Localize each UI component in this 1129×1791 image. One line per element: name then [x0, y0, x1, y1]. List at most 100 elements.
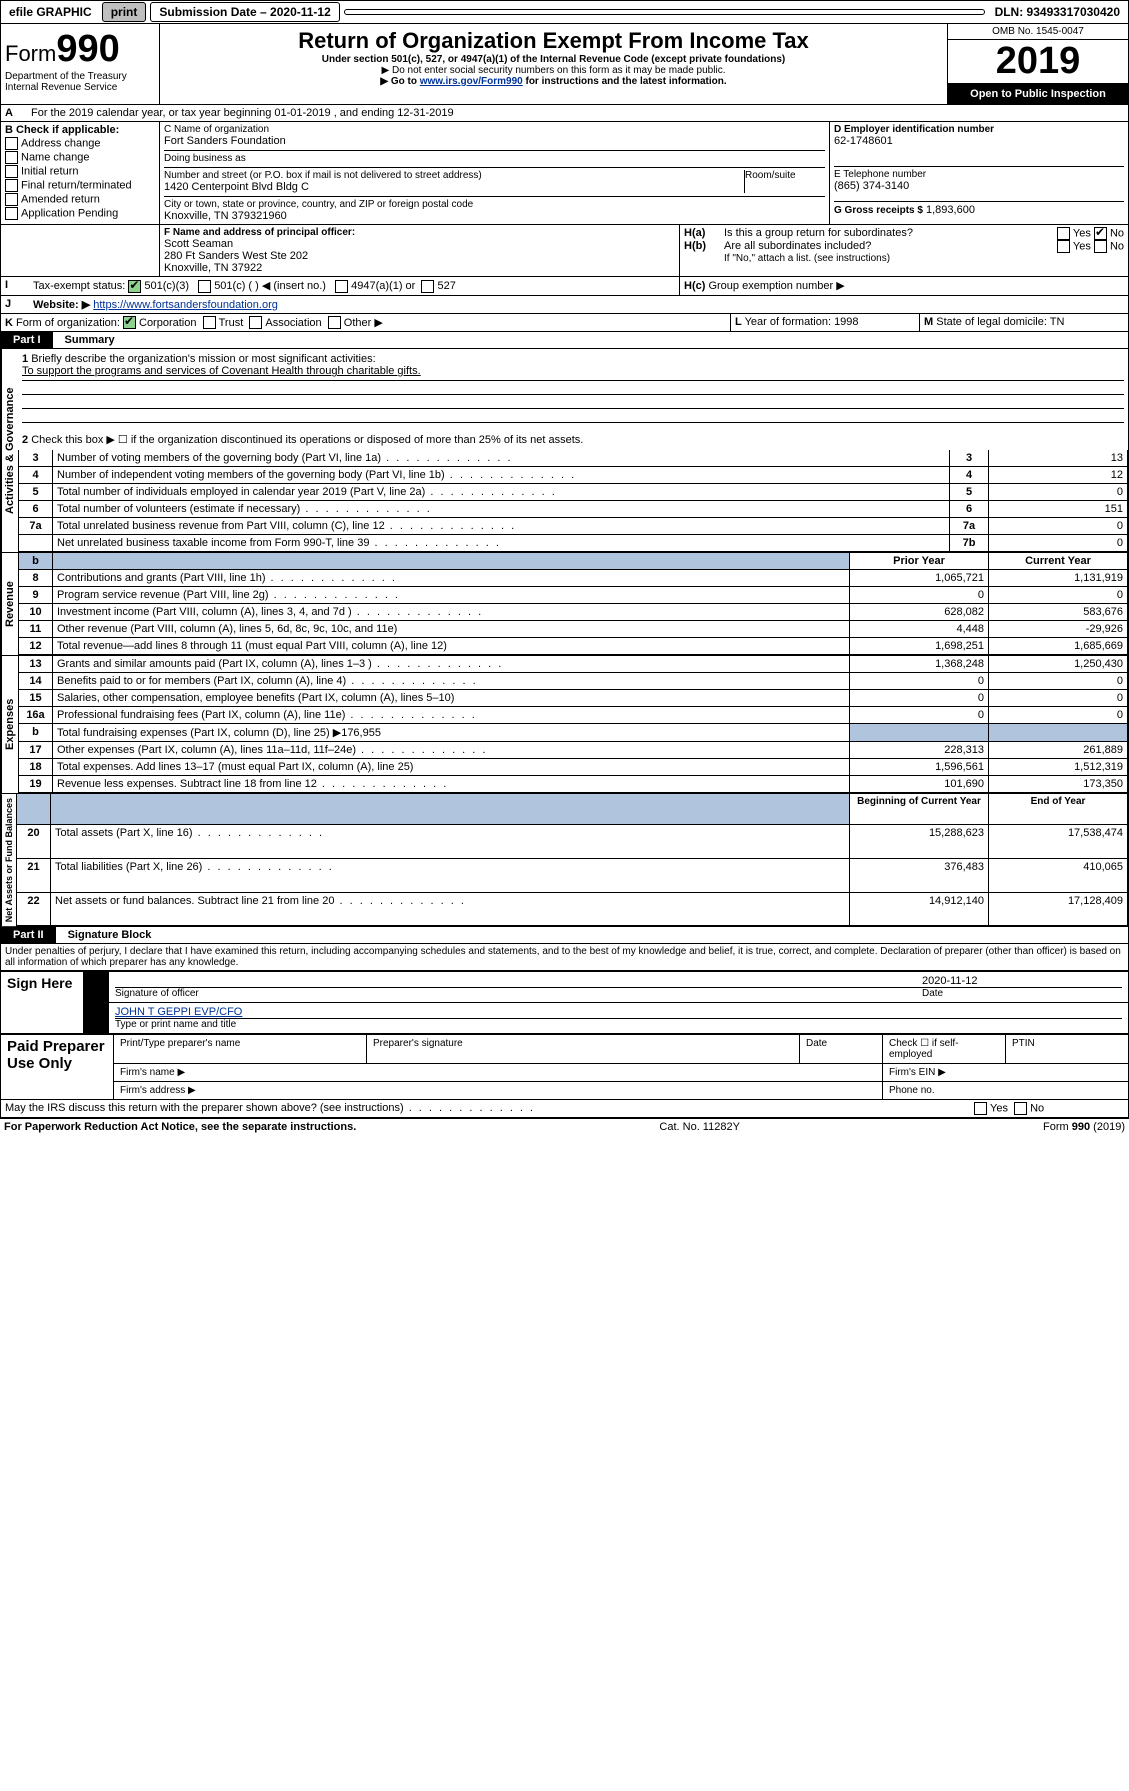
b-item-0: Address change: [21, 137, 101, 149]
l3-text: Number of voting members of the governin…: [53, 450, 950, 467]
e16a-prior: 0: [850, 707, 989, 724]
sig-date-val: 2020-11-12: [922, 975, 1122, 987]
f-label: F Name and address of principal officer:: [164, 227, 675, 238]
cb-501c[interactable]: [198, 280, 211, 293]
part2-label: Part II: [1, 927, 56, 943]
cb-name-change[interactable]: [5, 151, 18, 164]
n20-prior: 15,288,623: [850, 825, 989, 859]
mission-text: To support the programs and services of …: [22, 365, 421, 377]
gross-receipts: G Gross receipts $ 1,893,600: [834, 204, 1124, 216]
website-link[interactable]: https://www.fortsandersfoundation.org: [93, 299, 278, 311]
cb-4947[interactable]: [335, 280, 348, 293]
firm-phone: Phone no.: [883, 1082, 1129, 1100]
k-o3: Association: [265, 317, 321, 329]
firm-ein: Firm's EIN ▶: [883, 1064, 1129, 1082]
k-o2: Trust: [219, 317, 244, 329]
n22-prior: 14,912,140: [850, 892, 989, 926]
e-label: E Telephone number: [834, 169, 1124, 180]
cb-501c3[interactable]: [128, 280, 141, 293]
spacer: [344, 9, 985, 15]
ha-label: H(a): [684, 227, 724, 240]
prep-ptin-hdr: PTIN: [1006, 1035, 1129, 1064]
firm-name: Firm's name ▶: [114, 1064, 883, 1082]
l7a-val: 0: [989, 518, 1128, 535]
note2-post: for instructions and the latest informat…: [523, 76, 727, 87]
r9-curr: 0: [989, 587, 1128, 604]
form990-link[interactable]: www.irs.gov/Form990: [420, 76, 523, 87]
cb-initial-return[interactable]: [5, 165, 18, 178]
line-a: A For the 2019 calendar year, or tax yea…: [0, 105, 1129, 122]
e13-text: Grants and similar amounts paid (Part IX…: [53, 656, 850, 673]
l7a-box: 7a: [950, 518, 989, 535]
m-value: TN: [1050, 316, 1065, 328]
hc-text: Group exemption number ▶: [708, 280, 844, 292]
r8-text: Contributions and grants (Part VIII, lin…: [53, 570, 850, 587]
cb-app-pending[interactable]: [5, 207, 18, 220]
r9-text: Program service revenue (Part VIII, line…: [53, 587, 850, 604]
hb-label: H(b): [684, 240, 724, 253]
cb-final-return[interactable]: [5, 179, 18, 192]
cb-ha-yes[interactable]: [1057, 227, 1070, 240]
dept: Department of the Treasury: [5, 71, 155, 82]
cb-ha-no[interactable]: [1094, 227, 1107, 240]
k-o4: Other ▶: [344, 317, 383, 329]
cb-amended[interactable]: [5, 193, 18, 206]
note2-pre: ▶ Go to: [380, 76, 419, 87]
e13-curr: 1,250,430: [989, 656, 1128, 673]
e16b-curr: [989, 724, 1128, 742]
cb-trust[interactable]: [203, 316, 216, 329]
hdr-end: End of Year: [989, 794, 1128, 825]
l7b-val: 0: [989, 535, 1128, 552]
cb-discuss-no[interactable]: [1014, 1102, 1027, 1115]
l4-text: Number of independent voting members of …: [53, 467, 950, 484]
hc-label: H(c): [684, 280, 705, 292]
part1-label: Part I: [1, 332, 53, 348]
no-2: No: [1110, 240, 1124, 252]
l3-val: 13: [989, 450, 1128, 467]
e18-text: Total expenses. Add lines 13–17 (must eq…: [53, 759, 850, 776]
hb-text: Are all subordinates included?: [724, 240, 1057, 253]
l6-box: 6: [950, 501, 989, 518]
cat-no: Cat. No. 11282Y: [659, 1121, 740, 1133]
d-label: D Employer identification number: [834, 124, 1124, 135]
part1-bar: Part I Summary: [0, 332, 1129, 349]
print-button[interactable]: print: [102, 2, 147, 22]
officer-typed-name[interactable]: JOHN T GEPPI EVP/CFO: [115, 1006, 1122, 1018]
cb-discuss-yes[interactable]: [974, 1102, 987, 1115]
e16b-prior: [850, 724, 989, 742]
l5-box: 5: [950, 484, 989, 501]
e19-text: Revenue less expenses. Subtract line 18 …: [53, 776, 850, 793]
section-j: J Website: ▶ https://www.fortsandersfoun…: [0, 296, 1129, 314]
n21-curr: 410,065: [989, 859, 1128, 893]
l6-val: 151: [989, 501, 1128, 518]
cb-corp[interactable]: [123, 316, 136, 329]
cb-hb-yes[interactable]: [1057, 240, 1070, 253]
cb-527[interactable]: [421, 280, 434, 293]
r11-prior: 4,448: [850, 621, 989, 638]
l6-text: Total number of volunteers (estimate if …: [53, 501, 950, 518]
officer-name: Scott Seaman: [164, 238, 675, 250]
g-label: G Gross receipts $: [834, 205, 923, 216]
cb-hb-no[interactable]: [1094, 240, 1107, 253]
paid-preparer: Paid Preparer Use Only: [1, 1035, 114, 1100]
open-public: Open to Public Inspection: [948, 84, 1128, 104]
e19-curr: 173,350: [989, 776, 1128, 793]
hdr-current: Current Year: [989, 553, 1128, 570]
section-b-to-g: B Check if applicable: Address change Na…: [0, 122, 1129, 225]
part2-title: Signature Block: [56, 929, 152, 941]
b-item-2: Initial return: [21, 165, 78, 177]
e15-curr: 0: [989, 690, 1128, 707]
i-o3: 4947(a)(1) or: [351, 280, 415, 292]
cb-address-change[interactable]: [5, 137, 18, 150]
form-subtitle: Under section 501(c), 527, or 4947(a)(1)…: [164, 54, 943, 65]
sig-date-label: Date: [922, 987, 1122, 999]
l3-box: 3: [950, 450, 989, 467]
dba-label: Doing business as: [164, 153, 825, 164]
e14-text: Benefits paid to or for members (Part IX…: [53, 673, 850, 690]
cb-assoc[interactable]: [249, 316, 262, 329]
form-header: Form990 Department of the Treasury Inter…: [0, 24, 1129, 105]
cb-other[interactable]: [328, 316, 341, 329]
r12-text: Total revenue—add lines 8 through 11 (mu…: [53, 638, 850, 655]
e13-prior: 1,368,248: [850, 656, 989, 673]
section-f-h: F Name and address of principal officer:…: [0, 225, 1129, 277]
